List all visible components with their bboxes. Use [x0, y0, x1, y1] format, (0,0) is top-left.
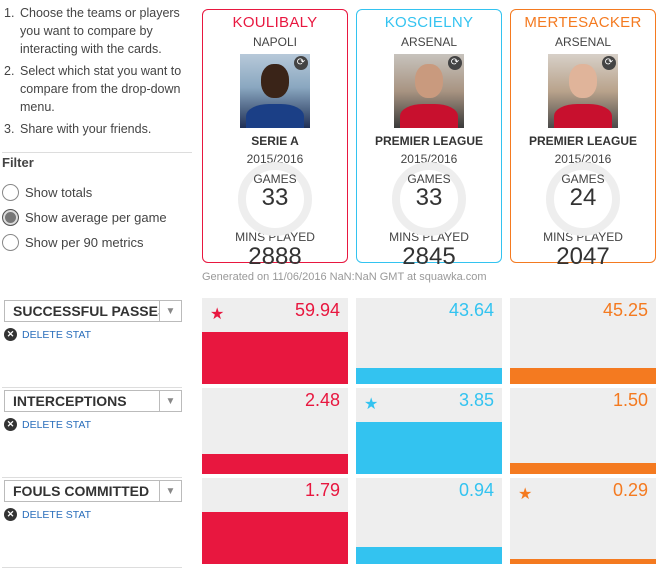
- stat-value: 0.94: [458, 480, 494, 500]
- swap-icon[interactable]: ⟳: [448, 56, 462, 70]
- league-name: PREMIER LEAGUE: [374, 134, 483, 148]
- filter-panel: Filter Show totals Show average per game…: [2, 152, 192, 255]
- stat-bar: [510, 368, 656, 384]
- stat-value: 59.94: [294, 300, 340, 320]
- stat-cell: ★ 0.94: [356, 478, 502, 564]
- league-name: SERIE A: [251, 134, 299, 148]
- season: 2015/2016: [246, 152, 304, 166]
- mins-value: 2888: [248, 243, 302, 270]
- player-card-mertesacker[interactable]: MERTESACKER ARSENAL ⟳ PREMIER LEAGUE 201…: [510, 9, 656, 270]
- mins-value: 2047: [556, 243, 610, 270]
- stat-value: 3.85: [458, 390, 494, 410]
- close-icon: ✕: [4, 418, 17, 431]
- player-photo: ⟳: [394, 54, 464, 128]
- stat-cell: ★ 43.64: [356, 298, 502, 384]
- stat-row-interceptions: INTERCEPTIONS ▼ ✕ DELETE STAT ★ 2.48 ★ 3…: [0, 388, 658, 478]
- player-photo: ⟳: [240, 54, 310, 128]
- stat-value: 43.64: [448, 300, 494, 320]
- player-name: KOSCIELNY: [384, 14, 474, 31]
- radio-icon[interactable]: [2, 183, 19, 201]
- delete-stat-button[interactable]: ✕ DELETE STAT: [4, 508, 91, 521]
- stat-cell: ★ 1.79: [202, 478, 348, 564]
- player-photo: ⟳: [548, 54, 618, 128]
- star-icon: ★: [518, 486, 533, 503]
- stat-cell: ★ 59.94: [202, 298, 348, 384]
- stat-bar: [202, 332, 348, 384]
- stat-cell: ★ 3.85: [356, 388, 502, 474]
- close-icon: ✕: [4, 328, 17, 341]
- stat-cell: ★ 2.48: [202, 388, 348, 474]
- club-name: ARSENAL: [400, 35, 458, 49]
- stat-value: 0.29: [612, 480, 648, 500]
- stat-bar: [202, 512, 348, 564]
- stat-bar: [356, 422, 502, 474]
- games-label: GAMES: [561, 172, 605, 186]
- league-name: PREMIER LEAGUE: [528, 134, 637, 148]
- radio-show-average[interactable]: Show average per game: [2, 205, 192, 229]
- games-value: 24: [569, 184, 597, 211]
- stat-value: 2.48: [304, 390, 340, 410]
- stat-value: 1.79: [304, 480, 340, 500]
- radio-show-per-90[interactable]: Show per 90 metrics: [2, 230, 192, 254]
- season: 2015/2016: [554, 152, 612, 166]
- instruction-item: 3. Share with your friends.: [4, 122, 152, 136]
- radio-icon[interactable]: [2, 208, 19, 226]
- filter-title: Filter: [2, 155, 34, 170]
- club-name: ARSENAL: [554, 35, 612, 49]
- player-card-koscielny[interactable]: KOSCIELNY ARSENAL ⟳ PREMIER LEAGUE 2015/…: [356, 9, 502, 270]
- games-ring: [546, 162, 620, 236]
- swap-icon[interactable]: ⟳: [294, 56, 308, 70]
- stat-bar: [356, 368, 502, 384]
- radio-icon[interactable]: [2, 233, 19, 251]
- stat-cell: ★ 45.25: [510, 298, 656, 384]
- stat-row-fouls-committed: FOULS COMMITTED ▼ ✕ DELETE STAT ★ 1.79 ★…: [0, 478, 658, 568]
- club-name: NAPOLI: [252, 35, 297, 49]
- player-name: KOULIBALY: [232, 14, 318, 31]
- chevron-down-icon[interactable]: ▼: [159, 481, 181, 501]
- stat-cell: ★ 1.50: [510, 388, 656, 474]
- player-name: MERTESACKER: [524, 14, 642, 31]
- games-ring: [392, 162, 466, 236]
- swap-icon[interactable]: ⟳: [602, 56, 616, 70]
- games-ring: [238, 162, 312, 236]
- generated-note: Generated on 11/06/2016 NaN:NaN GMT at s…: [202, 271, 487, 283]
- stat-dropdown[interactable]: FOULS COMMITTED ▼: [4, 480, 182, 502]
- mins-label: MINS PLAYED: [389, 230, 469, 244]
- chevron-down-icon[interactable]: ▼: [159, 391, 181, 411]
- games-label: GAMES: [253, 172, 297, 186]
- stat-value: 1.50: [612, 390, 648, 410]
- mins-label: MINS PLAYED: [235, 230, 315, 244]
- games-value: 33: [415, 184, 443, 211]
- season: 2015/2016: [400, 152, 458, 166]
- instructions-list: 1. Choose the teams or players you want t…: [4, 4, 196, 142]
- instruction-item: 2. Select which stat you want to compare …: [4, 64, 182, 114]
- stat-row-successful-passes: SUCCESSFUL PASSES ▼ ✕ DELETE STAT ★ 59.9…: [0, 298, 658, 388]
- delete-stat-button[interactable]: ✕ DELETE STAT: [4, 418, 91, 431]
- stat-dropdown[interactable]: SUCCESSFUL PASSES ▼: [4, 300, 182, 322]
- stat-cell: ★ 0.29: [510, 478, 656, 564]
- stat-value: 45.25: [602, 300, 648, 320]
- stat-bar: [202, 454, 348, 474]
- games-value: 33: [261, 184, 289, 211]
- games-label: GAMES: [407, 172, 451, 186]
- stat-dropdown[interactable]: INTERCEPTIONS ▼: [4, 390, 182, 412]
- radio-show-totals[interactable]: Show totals: [2, 180, 192, 204]
- close-icon: ✕: [4, 508, 17, 521]
- chevron-down-icon[interactable]: ▼: [159, 301, 181, 321]
- stat-bar: [510, 463, 656, 474]
- player-card-koulibaly[interactable]: KOULIBALY NAPOLI ⟳ SERIE A 2015/2016 GAM…: [202, 9, 348, 270]
- stat-bar: [356, 547, 502, 564]
- star-icon: ★: [364, 396, 379, 413]
- mins-value: 2845: [402, 243, 456, 270]
- mins-label: MINS PLAYED: [543, 230, 623, 244]
- delete-stat-button[interactable]: ✕ DELETE STAT: [4, 328, 91, 341]
- instruction-item: 1. Choose the teams or players you want t…: [4, 6, 180, 56]
- star-icon: ★: [210, 306, 225, 323]
